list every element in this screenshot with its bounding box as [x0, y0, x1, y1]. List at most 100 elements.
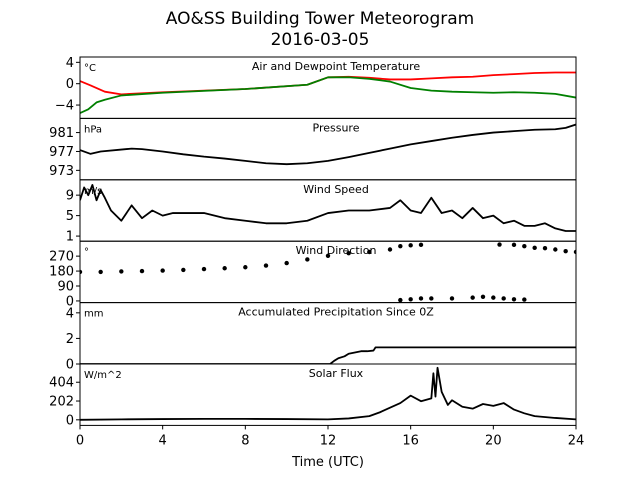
panel-data-1 [80, 123, 576, 166]
y-tick-label-5: 404 [49, 376, 74, 391]
x-tick-label: 4 [159, 433, 167, 448]
x-tick-label: 0 [76, 433, 84, 448]
wind-direction-point [501, 296, 506, 301]
series-line-5-0 [80, 366, 576, 421]
wind-direction-point [408, 297, 413, 302]
unit-label-3: ° [84, 247, 89, 258]
wind-direction-point [346, 250, 351, 256]
y-tick-label-5: 0 [66, 413, 74, 428]
y-tick-label-1: 977 [49, 145, 74, 160]
wind-direction-point [480, 294, 486, 299]
y-tick-label-2: 5 [66, 209, 74, 224]
wind-direction-point [139, 268, 145, 274]
wind-direction-point [119, 269, 124, 274]
wind-direction-point [542, 245, 548, 251]
wind-direction-point [511, 242, 517, 248]
wind-direction-point [201, 266, 207, 272]
wind-direction-point [263, 263, 269, 268]
wind-direction-point [160, 268, 165, 273]
y-tick-label-4: 0 [66, 358, 74, 373]
y-tick-label-1: 973 [49, 164, 74, 179]
wind-direction-point [470, 295, 475, 300]
wind-direction-point [491, 295, 496, 300]
wind-direction-point [522, 243, 527, 249]
panel-title-2: Wind Speed [303, 183, 369, 196]
wind-direction-point [80, 269, 83, 275]
panel-5: 0 202 404 W/m^2 Solar Flux [49, 363, 577, 428]
y-tick-label-3: 270 [49, 250, 74, 265]
wind-direction-point [408, 243, 413, 248]
wind-direction-point [387, 247, 393, 252]
wind-direction-point [398, 243, 403, 249]
y-tick-label-0: −4 [55, 99, 74, 114]
y-tick-label-4: 2 [66, 332, 74, 347]
series-line-4-0 [80, 346, 576, 365]
panel-data-0 [80, 71, 576, 114]
panel-data-2 [80, 184, 576, 232]
panel-title-5: Solar Flux [309, 367, 364, 380]
panel-data-3 [80, 242, 576, 303]
wind-direction-point [418, 296, 424, 301]
x-tick-label: 12 [320, 433, 337, 448]
wind-direction-point [222, 266, 227, 271]
wind-direction-point [497, 242, 502, 247]
y-tick-label-3: 0 [66, 294, 74, 309]
panel-data-4 [80, 346, 576, 365]
wind-direction-point [325, 253, 331, 258]
x-axis-label: Time (UTC) [291, 455, 364, 470]
panels-group: −404 °C Air and Dewpoint Temperature973977… [49, 56, 577, 428]
x-axis: 0 4 8 12 16 20 24 [76, 425, 584, 448]
panel-1: 973 977 981 hPa Pressure [49, 117, 577, 181]
series-line-1-0 [80, 123, 576, 166]
unit-label-1: hPa [84, 124, 102, 135]
wind-direction-point [367, 249, 372, 255]
series-line-0-0 [80, 71, 576, 96]
y-tick-label-0: 0 [66, 77, 74, 92]
panel-title-4: Accumulated Precipitation Since 0Z [238, 306, 434, 319]
wind-direction-point [522, 297, 527, 302]
figure-title-line1: AO&SS Building Tower Meteorogram [166, 9, 474, 29]
wind-direction-point [243, 265, 248, 270]
y-tick-label-5: 202 [49, 395, 74, 410]
wind-direction-point [553, 247, 558, 252]
wind-direction-point [511, 297, 517, 302]
y-tick-label-0: 4 [66, 56, 74, 71]
figure-title-line2: 2016-03-05 [271, 30, 370, 50]
unit-label-0: °C [84, 63, 96, 74]
wind-direction-point [98, 269, 103, 275]
y-tick-label-2: 1 [66, 230, 74, 245]
y-tick-label-4: 4 [66, 306, 74, 321]
x-tick-label: 24 [568, 433, 585, 448]
panel-0: −4 0 4 °C Air and Dewpoint Temperature [55, 56, 577, 119]
y-tick-label-3: 90 [57, 280, 74, 295]
wind-direction-point [418, 242, 424, 248]
wind-direction-point [573, 249, 576, 255]
unit-label-2: m/s [84, 186, 102, 197]
wind-direction-point [563, 248, 568, 254]
series-line-2-0 [80, 184, 576, 232]
panel-4: 0 2 4 mm Accumulated Precipitation Since 0Z [66, 302, 577, 373]
series-line-0-1 [80, 76, 576, 114]
x-tick-label: 16 [402, 433, 419, 448]
unit-label-4: mm [84, 309, 103, 320]
unit-label-5: W/m^2 [84, 370, 122, 381]
wind-direction-point [398, 297, 403, 303]
panel-title-3: Wind Direction [296, 244, 377, 257]
panel-title-1: Pressure [313, 121, 360, 134]
wind-direction-point [181, 267, 186, 273]
x-tick-label: 8 [241, 433, 249, 448]
wind-direction-point [429, 296, 434, 301]
y-tick-label-1: 981 [49, 126, 74, 141]
panel-data-5 [80, 366, 576, 421]
y-tick-label-2: 9 [66, 189, 74, 204]
wind-direction-point [284, 260, 289, 266]
wind-direction-point [449, 296, 455, 301]
panel-title-0: Air and Dewpoint Temperature [252, 60, 420, 73]
panel-2: 1 5 9 m/s Wind Speed [66, 179, 577, 245]
wind-direction-point [305, 257, 310, 262]
y-tick-label-3: 180 [49, 265, 74, 280]
x-tick-label: 20 [485, 433, 502, 448]
wind-direction-point [532, 245, 537, 251]
